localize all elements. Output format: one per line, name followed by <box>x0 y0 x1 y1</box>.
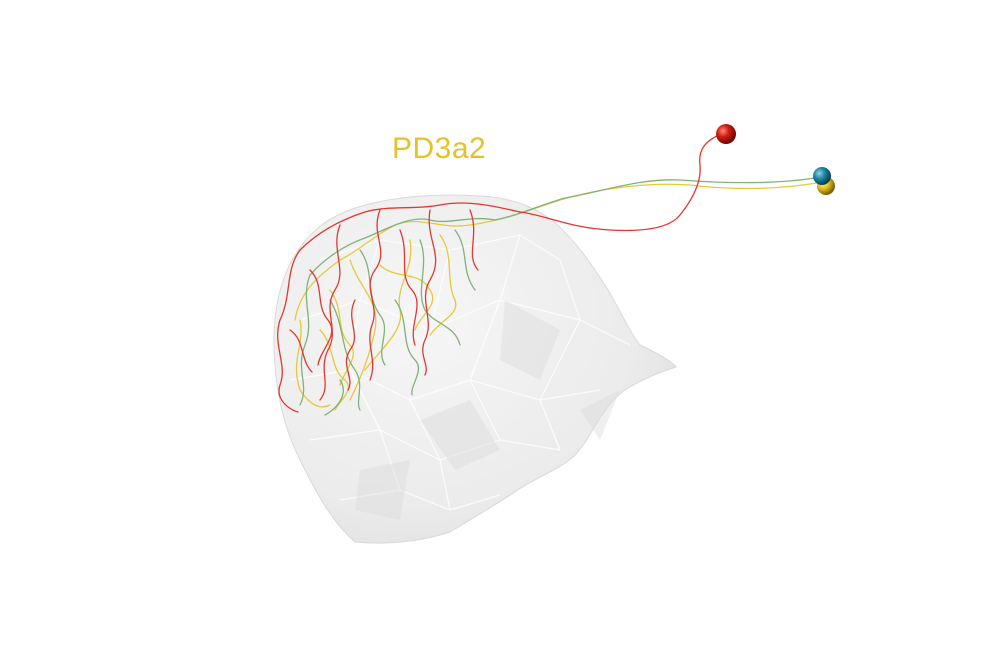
somata <box>716 124 835 195</box>
neuron-yellow-arbor <box>294 181 823 411</box>
brain-region-mesh <box>273 194 677 544</box>
cell-type-label: PD3a2 <box>392 132 487 165</box>
neuron-green-arbor <box>299 177 816 416</box>
neuron-red-arbor <box>277 132 725 413</box>
neuron-arbors <box>277 132 823 416</box>
soma-red <box>716 124 736 144</box>
soma-teal <box>813 167 831 185</box>
